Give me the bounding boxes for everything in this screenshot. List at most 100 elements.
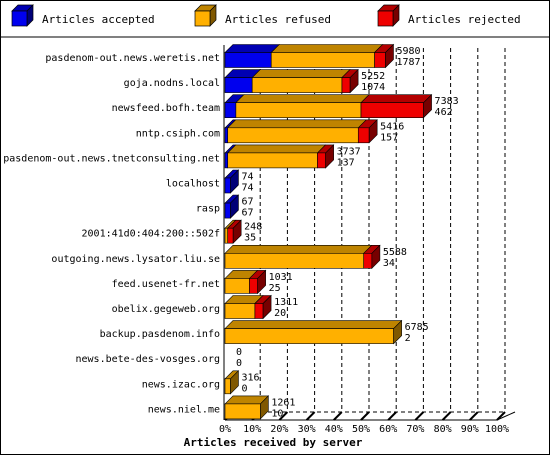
bar-segment (224, 403, 261, 420)
x-tick (360, 411, 370, 421)
legend-label: Articles accepted (42, 13, 155, 26)
bar-side (423, 93, 432, 119)
legend-swatch (11, 10, 28, 27)
secondary-label: 0 (236, 358, 242, 369)
x-tick-label: 20% (270, 424, 288, 435)
bar-segment (227, 127, 359, 144)
total-label: 1261 (271, 397, 295, 408)
bar-segment (224, 102, 237, 118)
x-tick-label: 50% (352, 424, 370, 435)
total-label: 316 (241, 372, 259, 383)
bar-side (349, 68, 359, 94)
secondary-label: 157 (380, 132, 398, 143)
x-tick (333, 411, 343, 421)
total-label: 6785 (405, 322, 429, 333)
secondary-label: 35 (244, 233, 256, 244)
bar-side (230, 169, 239, 194)
secondary-label: 1074 (361, 82, 385, 93)
secondary-label: 25 (269, 283, 281, 294)
category-label: localhost (166, 179, 220, 190)
bar-segment (224, 52, 272, 68)
bar-segment (224, 152, 229, 169)
category-label: pasdenom-out.news.tnetconsulting.net (3, 153, 220, 164)
bar-side (325, 144, 334, 169)
x-tick-label: 60% (379, 424, 397, 435)
bar-top (235, 94, 370, 103)
x-tick-label: 40% (325, 424, 343, 435)
bar-side (262, 294, 272, 320)
x-tick (387, 411, 397, 421)
legend-swatch (194, 10, 211, 27)
bar-top (224, 245, 373, 254)
total-label: 5980 (396, 46, 420, 57)
bar-top (360, 94, 433, 103)
bar-top (270, 44, 384, 53)
bar-segment (224, 202, 231, 219)
bar-top (226, 144, 327, 154)
bar-segment (249, 278, 258, 294)
category-label: news.izac.org (142, 379, 220, 390)
x-tick (469, 411, 479, 421)
x-tick (441, 411, 452, 421)
total-label: 5588 (383, 247, 407, 258)
secondary-label: 34 (383, 258, 395, 269)
bar-segment (227, 227, 234, 244)
x-tick (496, 411, 506, 421)
secondary-label: 137 (337, 157, 355, 168)
x-axis: 0% 10% 20% 30% 40% 50% 60% 70% 80% 90% 100% (219, 45, 516, 435)
bar-side (230, 370, 239, 395)
category-label: feed.usenet-fr.net (112, 279, 220, 290)
x-tick-label: 90% (461, 424, 479, 435)
bar-side (230, 194, 239, 219)
bar-side (371, 244, 381, 270)
total-label: 74 (241, 172, 253, 183)
category-label: newsfeed.bofh.team (112, 103, 220, 114)
secondary-label: 0 (241, 383, 247, 394)
x-tick (414, 411, 425, 421)
total-label: 248 (244, 222, 262, 233)
category-label: pasdenom-out.news.weretis.net (45, 53, 220, 64)
x-tick-label: 30% (298, 424, 316, 435)
category-label: goja.nodns.local (124, 78, 220, 89)
bar-top (224, 44, 280, 53)
bar-side (393, 319, 402, 345)
bar-segment (374, 52, 386, 68)
x-axis-title: Articles received by server (184, 436, 363, 449)
bar-segment (224, 303, 256, 319)
x-tick-label: 10% (243, 424, 261, 435)
bar-segment (270, 52, 375, 68)
bar-segment (224, 378, 231, 395)
category-label: news.bete-des-vosges.org (76, 354, 221, 365)
category-label: nntp.csiph.com (136, 128, 220, 139)
category-label: obelix.gegeweb.org (112, 304, 220, 315)
bar-top (251, 69, 351, 78)
total-label: 1031 (269, 272, 293, 283)
total-label: 1311 (274, 297, 298, 308)
bar-top (224, 320, 403, 329)
secondary-label: 10 (271, 408, 283, 419)
secondary-label: 67 (241, 208, 253, 219)
legend-label: Articles rejected (408, 13, 521, 26)
x-tick (305, 411, 316, 421)
bar-segment (224, 177, 231, 194)
bars (224, 43, 433, 420)
bar-side (257, 269, 266, 295)
total-label: 0 (236, 347, 242, 358)
category-label: 2001:41d0:404:200::502f (82, 229, 220, 240)
total-label: 5416 (380, 121, 404, 132)
x-tick-label: 70% (406, 424, 424, 435)
grid-lines (259, 48, 506, 412)
secondary-label: 2 (405, 333, 411, 344)
bar-segment (235, 102, 362, 118)
total-label: 67 (241, 197, 253, 208)
category-label: backup.pasdenom.info (100, 329, 220, 340)
bar-side (385, 43, 394, 69)
total-label: 7383 (435, 96, 459, 107)
category-label: outgoing.news.lysator.liu.se (51, 254, 220, 265)
category-label: rasp (196, 204, 220, 215)
secondary-label: 462 (435, 107, 453, 118)
x-tick-label: 100% (485, 424, 509, 435)
